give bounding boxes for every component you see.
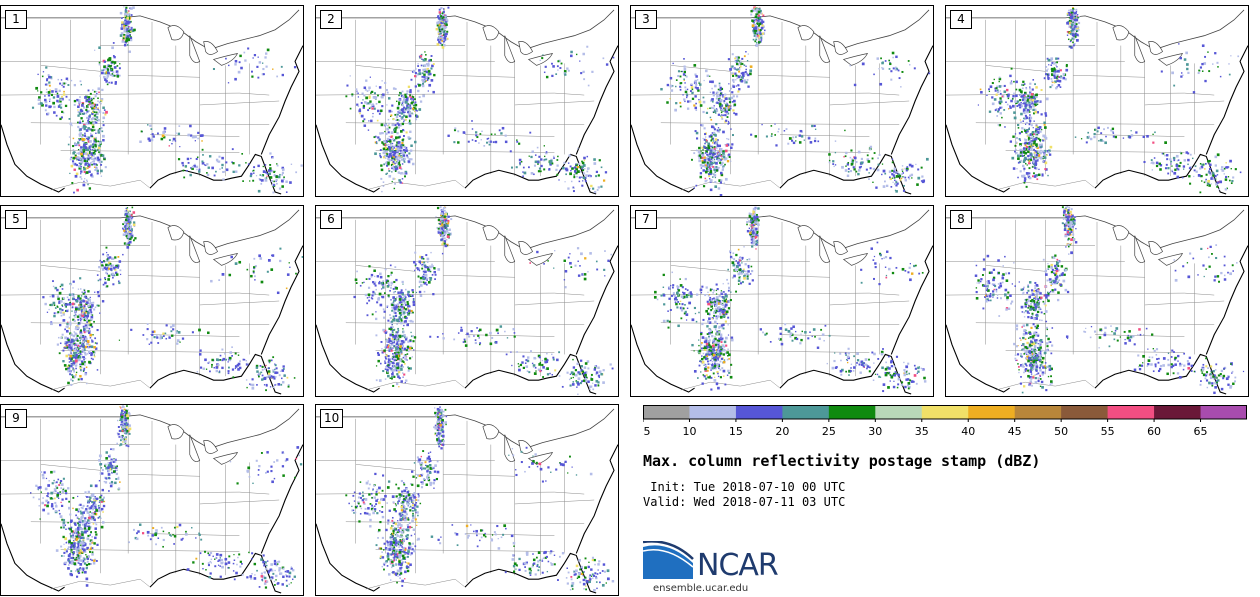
colorbar-segment (1154, 406, 1202, 419)
colorbar-segment (1200, 406, 1247, 419)
colorbar-tick-label: 65 (1194, 425, 1208, 438)
colorbar-segment (1107, 406, 1155, 419)
colorbar-tick-label: 35 (915, 425, 929, 438)
colorbar-segment (1061, 406, 1109, 419)
ensemble-member-panel: 1 (0, 5, 304, 197)
member-number-label: 6 (320, 210, 342, 229)
reflectivity-map (316, 406, 618, 594)
member-number-label: 2 (320, 10, 342, 29)
reflectivity-map (631, 206, 933, 395)
member-number-label: 9 (5, 409, 27, 428)
colorbar-tick-label: 10 (682, 425, 696, 438)
ncar-logo-icon (643, 541, 694, 579)
colorbar-tick-label: 60 (1147, 425, 1161, 438)
colorbar-tick-label: 5 (644, 425, 651, 438)
reflectivity-map (1, 405, 303, 594)
product-title: Max. column reflectivity postage stamp (… (643, 452, 1041, 470)
valid-time: Valid: Wed 2018-07-11 03 UTC (643, 495, 846, 509)
ensemble-member-panel: 2 (315, 5, 619, 197)
colorbar-tick-label: 40 (961, 425, 975, 438)
colorbar-tick-label: 15 (729, 425, 743, 438)
member-number-label: 7 (635, 210, 657, 229)
reflectivity-map (1, 6, 303, 195)
ensemble-member-panel: 9 (0, 404, 304, 596)
member-number-label: 10 (320, 409, 344, 428)
reflectivity-map (946, 7, 1248, 195)
colorbar-segment (643, 406, 690, 419)
reflectivity-colorbar: 5 10 15 20 25 30 35 40 45 50 55 60 65 (643, 405, 1247, 438)
colorbar-segment (828, 406, 876, 419)
colorbar-segment (689, 406, 737, 419)
colorbar-tick-label: 55 (1101, 425, 1115, 438)
colorbar-segment (782, 406, 830, 419)
ensemble-member-panel: 5 (0, 205, 304, 397)
member-number-label: 5 (5, 210, 27, 229)
ensemble-member-panel: 4 (945, 5, 1249, 197)
member-number-label: 1 (5, 10, 27, 29)
colorbar-segment (1014, 406, 1062, 419)
reflectivity-map (316, 6, 618, 195)
ensemble-member-panel: 10 (315, 404, 619, 596)
ensemble-member-panel: 3 (630, 5, 934, 197)
logo-url: ensemble.ucar.edu (653, 583, 749, 594)
init-time: Init: Tue 2018-07-10 00 UTC (643, 480, 846, 494)
colorbar-tick-label: 25 (822, 425, 836, 438)
colorbar-segment (875, 406, 923, 419)
colorbar-tick-label: 30 (868, 425, 882, 438)
member-number-label: 4 (950, 10, 972, 29)
member-number-label: 3 (635, 10, 657, 29)
ensemble-member-panel: 7 (630, 205, 934, 397)
colorbar-segment (968, 406, 1016, 419)
ncar-logo-text: NCAR (697, 548, 779, 583)
colorbar-segment (735, 406, 783, 419)
colorbar-tick-label: 50 (1054, 425, 1068, 438)
colorbar-tick-label: 45 (1008, 425, 1022, 438)
ensemble-member-panel: 6 (315, 205, 619, 397)
reflectivity-map (946, 206, 1248, 395)
reflectivity-map (1, 206, 303, 395)
reflectivity-map (316, 206, 618, 395)
member-number-label: 8 (950, 210, 972, 229)
ensemble-member-panel: 8 (945, 205, 1249, 397)
colorbar-segment (921, 406, 969, 419)
reflectivity-map (631, 6, 933, 196)
colorbar-tick-label: 20 (775, 425, 789, 438)
